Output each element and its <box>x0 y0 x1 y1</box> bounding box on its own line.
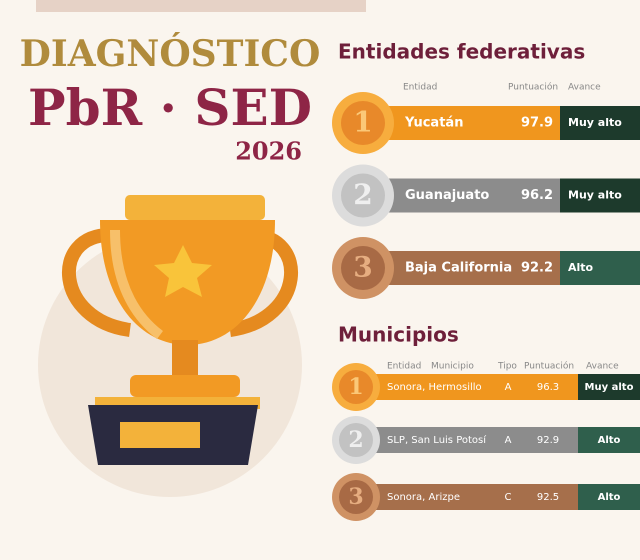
avance-box <box>578 374 640 400</box>
medal-rank: 3 <box>348 484 363 510</box>
section-title: Entidades federativas <box>338 40 585 64</box>
column-header: Tipo <box>497 362 517 372</box>
medal-inner <box>339 480 373 514</box>
municipio-name: SLP, San Luis Potosí <box>387 434 487 446</box>
column-header: Entidad <box>403 83 437 93</box>
avance-box <box>560 106 640 140</box>
medal-rank: 2 <box>353 178 372 211</box>
medal-inner <box>341 173 385 218</box>
score: 92.2 <box>521 261 553 276</box>
medal-inner <box>339 370 373 404</box>
municipio-name: Sonora, Hermosillo <box>387 382 482 393</box>
row-bar <box>362 427 580 453</box>
row-bar <box>362 374 580 400</box>
avance: Alto <box>598 492 621 503</box>
subtitle: PbR · SED <box>28 78 312 137</box>
avance: Alto <box>598 435 621 446</box>
score: 92.9 <box>537 435 559 446</box>
score: 97.9 <box>521 116 553 131</box>
year: 2026 <box>235 137 302 166</box>
avance-box <box>578 427 640 453</box>
avance-box <box>560 178 640 213</box>
score: 96.3 <box>537 382 559 393</box>
trophy-illustration <box>38 195 302 497</box>
title: DIAGNÓSTICO <box>20 33 321 75</box>
column-header: Avance <box>568 83 601 93</box>
entidad-name: Guanajuato <box>405 188 489 203</box>
avance: Alto <box>568 261 594 274</box>
score: 92.5 <box>537 492 559 503</box>
column-header: Municipio <box>431 362 474 372</box>
entidad-name: Baja California <box>405 261 512 276</box>
section-title: Municipios <box>338 323 459 347</box>
column-header: Avance <box>586 362 619 372</box>
medal-rank: 1 <box>353 106 372 139</box>
avance-box <box>578 484 640 510</box>
tipo: C <box>505 492 512 503</box>
row-bar <box>362 484 580 510</box>
medal-rank: 2 <box>348 427 363 453</box>
tipo: A <box>505 435 512 446</box>
row-bar <box>370 106 562 140</box>
medal-rank: 1 <box>348 374 363 400</box>
entidad-name: Yucatán <box>404 116 463 131</box>
medal-inner <box>339 423 373 457</box>
top-banner <box>36 0 366 12</box>
avance: Muy alto <box>568 189 622 202</box>
medal-rank: 3 <box>353 251 372 284</box>
column-header: Entidad <box>387 362 421 372</box>
medal-inner <box>341 101 385 145</box>
row-bar <box>370 178 562 213</box>
column-header: Puntuación <box>524 361 574 372</box>
avance-box <box>560 251 640 285</box>
municipio-name: Sonora, Arizpe <box>387 492 460 503</box>
column-header: Puntuación <box>508 82 558 93</box>
row-bar <box>370 251 562 285</box>
score: 96.2 <box>521 188 553 203</box>
medal-inner <box>341 246 385 290</box>
tipo: A <box>505 382 512 393</box>
avance: Muy alto <box>568 116 622 129</box>
avance: Muy alto <box>585 382 634 393</box>
